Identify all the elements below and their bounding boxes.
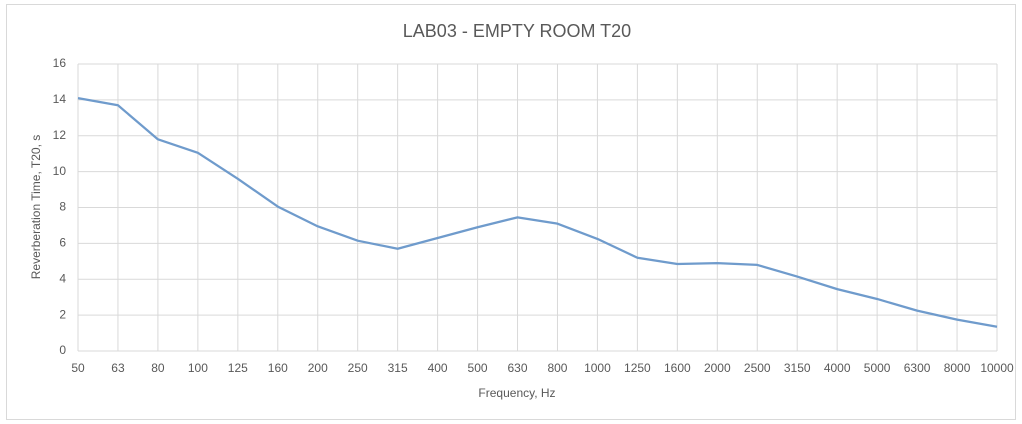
x-tick-label: 1600	[664, 361, 691, 375]
x-tick-label: 1000	[584, 361, 611, 375]
chart-border	[6, 4, 1016, 420]
y-tick-label: 0	[59, 343, 66, 357]
y-tick-label: 12	[53, 128, 67, 142]
y-tick-label: 14	[53, 92, 67, 106]
x-tick-label: 8000	[944, 361, 971, 375]
x-tick-label: 50	[71, 361, 85, 375]
data-line	[77, 96, 998, 328]
x-tick-label: 2500	[744, 361, 771, 375]
x-tick-label: 800	[547, 361, 567, 375]
x-tick-label: 6300	[904, 361, 931, 375]
y-tick-label: 6	[59, 236, 66, 250]
x-tick-label: 80	[151, 361, 165, 375]
x-tick-label: 5000	[864, 361, 891, 375]
x-tick-label: 1250	[624, 361, 651, 375]
x-tick-label: 3150	[784, 361, 811, 375]
x-tick-label: 63	[111, 361, 125, 375]
x-tick-label: 400	[428, 361, 448, 375]
x-tick-label: 250	[348, 361, 368, 375]
y-tick-label: 10	[53, 164, 67, 178]
x-tick-label: 10000	[980, 361, 1014, 375]
x-tick-label: 630	[508, 361, 528, 375]
x-tick-label: 160	[268, 361, 288, 375]
x-tick-label: 125	[228, 361, 248, 375]
y-tick-label: 8	[59, 200, 66, 214]
x-tick-label: 2000	[704, 361, 731, 375]
x-tick-label: 100	[188, 361, 208, 375]
y-tick-label: 4	[59, 271, 66, 285]
x-axis-label: Frequency, Hz	[478, 386, 555, 400]
chart-title: LAB03 - EMPTY ROOM T20	[403, 21, 631, 41]
x-tick-label: 500	[468, 361, 488, 375]
y-tick-label: 16	[53, 56, 67, 70]
x-tick-label: 315	[388, 361, 408, 375]
y-axis-label: Reverberation Time, T20, s	[29, 135, 43, 280]
x-tick-label: 200	[308, 361, 328, 375]
y-tick-label: 2	[59, 307, 66, 321]
x-tick-label: 4000	[824, 361, 851, 375]
